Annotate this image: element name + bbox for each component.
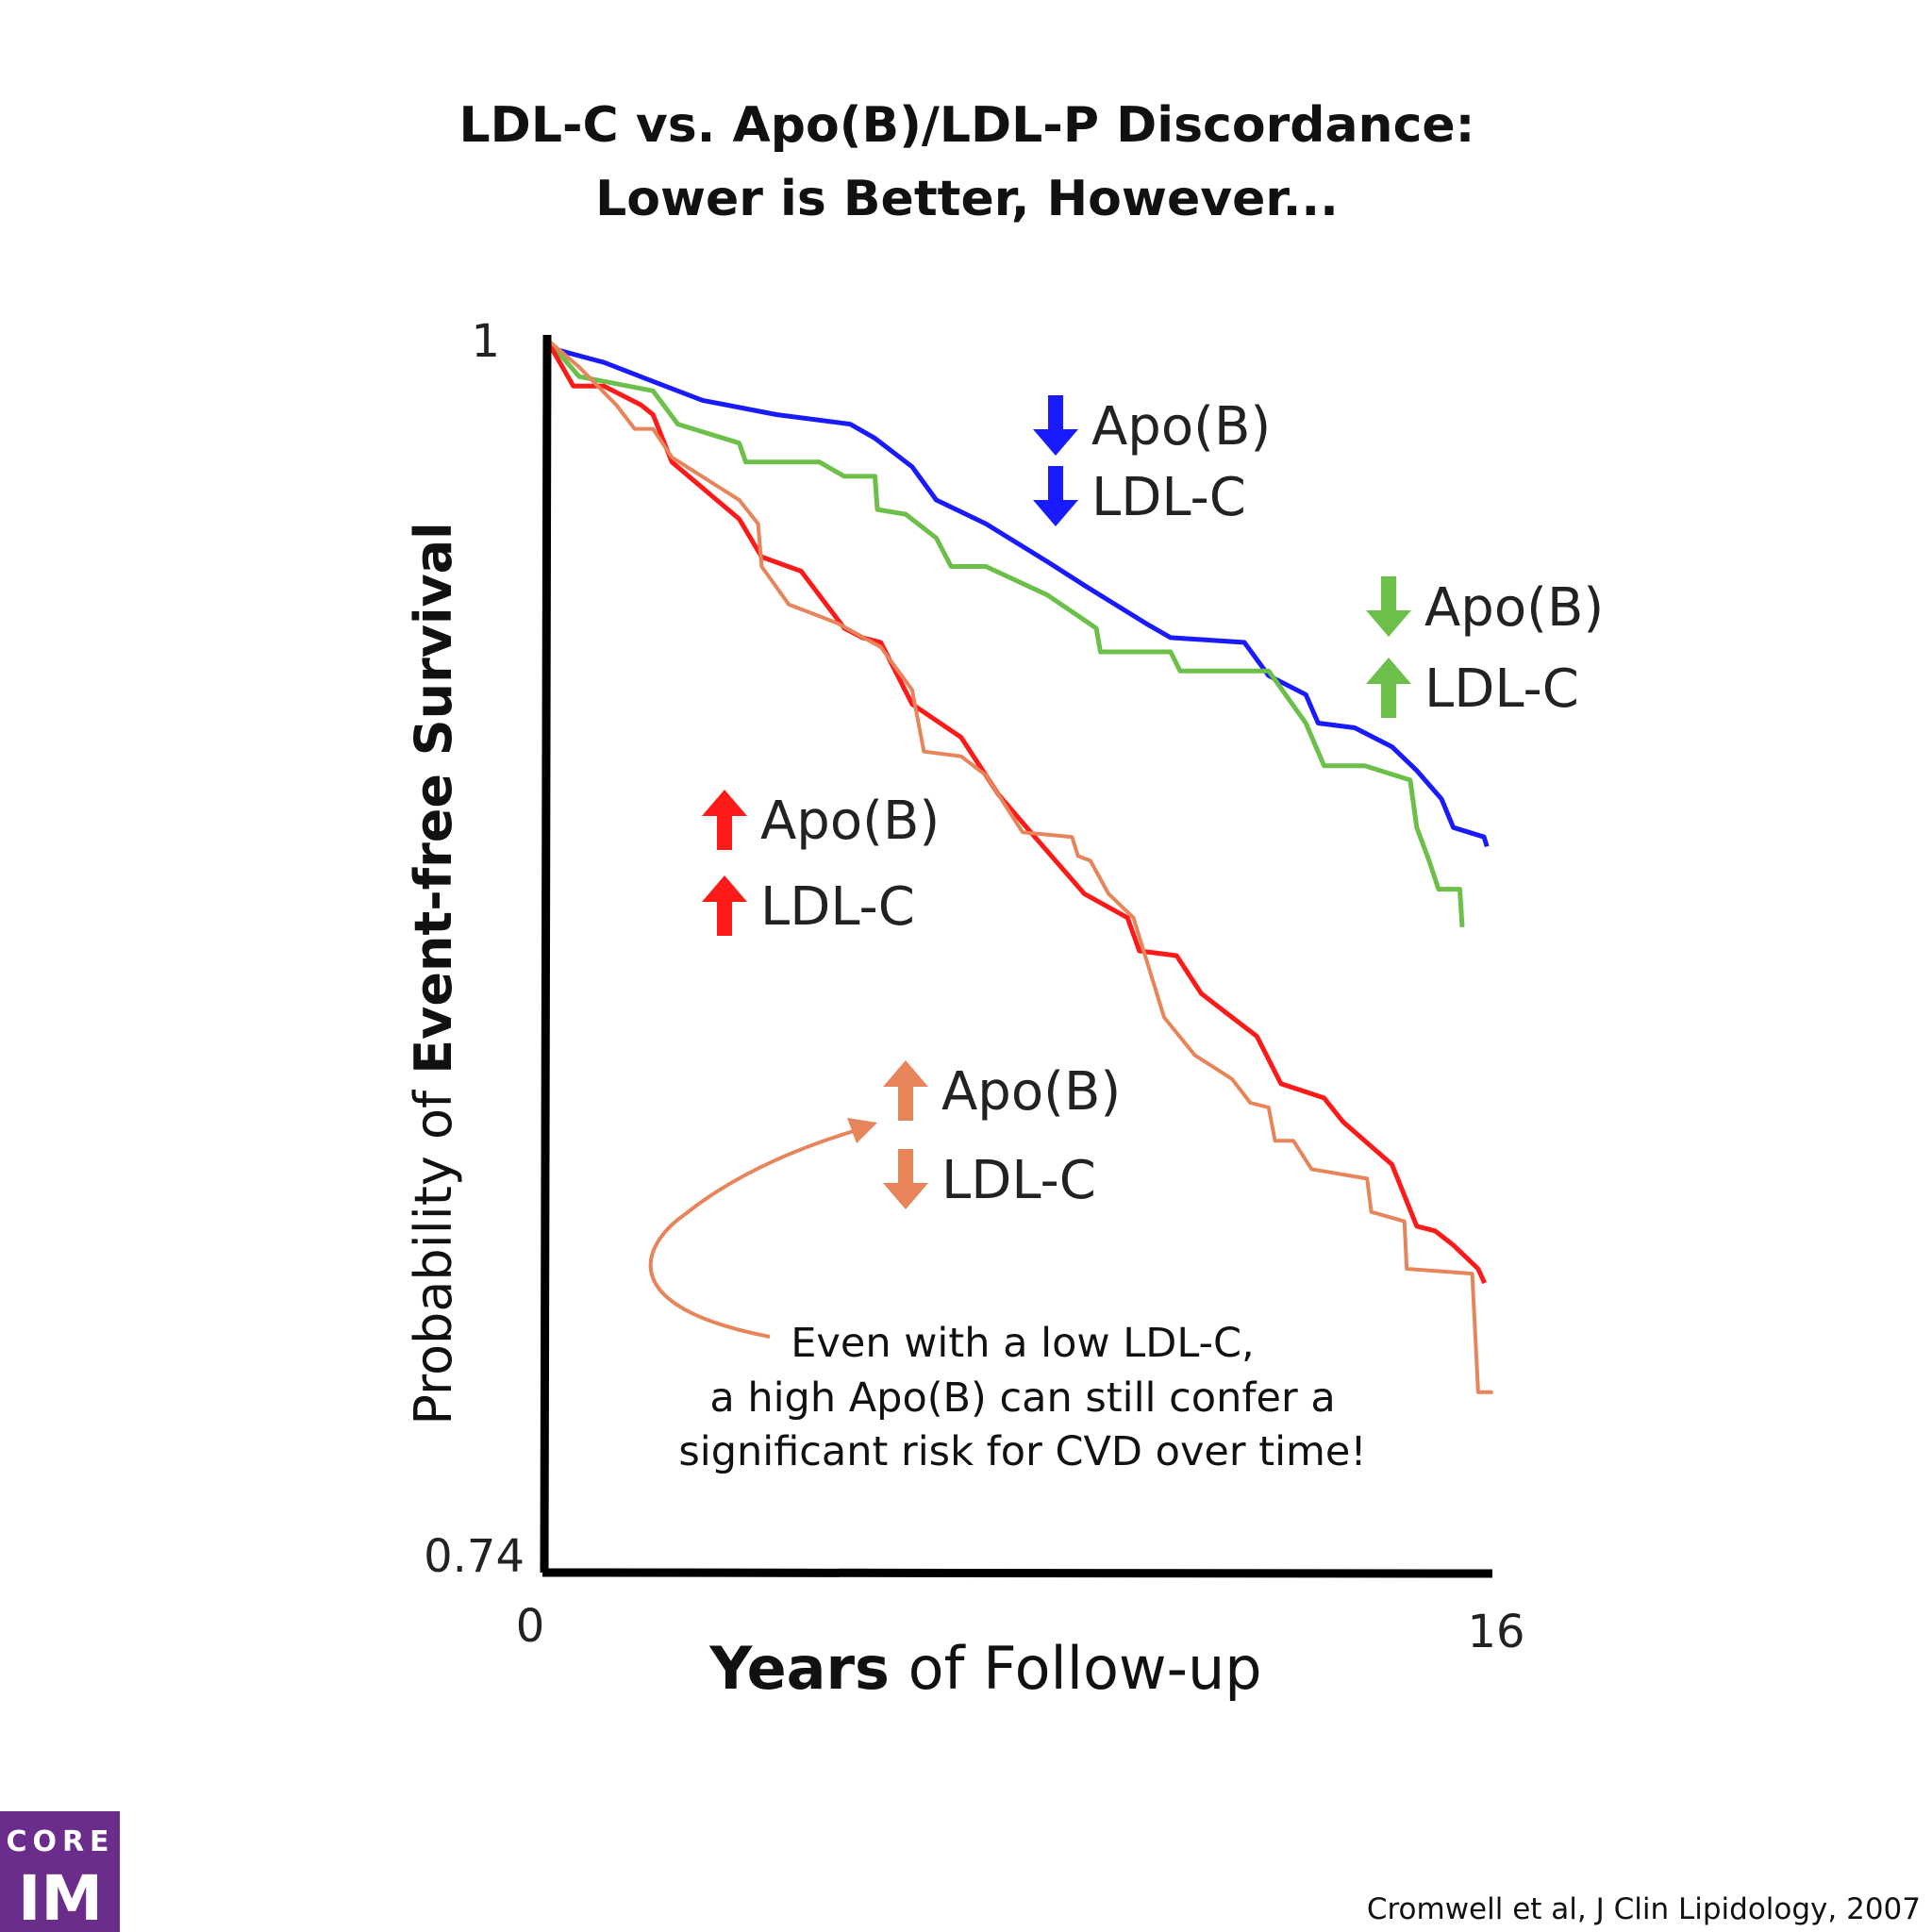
legend-label-3-1: Apo(B) — [760, 791, 940, 852]
chart-title-line1: LDL-C vs. Apo(B)/LDL-P Discordance: — [459, 97, 1475, 154]
legend-label-1-1: Apo(B) — [1091, 396, 1271, 458]
legend-label-4-1: Apo(B) — [941, 1061, 1121, 1123]
legend-arrow-down-icon — [1033, 395, 1078, 456]
core-im-logo: CORE IM — [0, 1811, 120, 1932]
annotation-arrowhead-icon — [847, 1118, 877, 1143]
x-axis-label: Years of Follow-up — [708, 1634, 1261, 1703]
chart-title-line2: Lower is Better, However... — [595, 171, 1339, 227]
legend-arrow-down-icon — [1033, 466, 1078, 526]
y-tick-bottom: 0.74 — [424, 1530, 525, 1583]
x-tick-left: 0 — [516, 1600, 545, 1653]
series-line-4 — [544, 337, 1493, 1394]
legend-label-2-2: LDL-C — [1424, 658, 1579, 720]
logo-background — [0, 1811, 120, 1932]
x-axis-label-regular: of Follow-up — [890, 1634, 1262, 1703]
legend-label-3-2: LDL-C — [760, 876, 915, 938]
annotation-line2: a high Apo(B) can still confer a — [709, 1374, 1335, 1422]
legend-arrow-up-icon — [702, 875, 747, 936]
legend-label-2-1: Apo(B) — [1424, 577, 1604, 639]
logo-text-im: IM — [18, 1862, 103, 1932]
y-tick-top: 1 — [471, 315, 500, 368]
x-tick-right: 16 — [1467, 1606, 1524, 1658]
annotation-line3: significant risk for CVD over time! — [678, 1428, 1366, 1475]
annotation-curved-arrow — [648, 1126, 864, 1339]
legend-arrow-up-icon — [702, 790, 747, 850]
series-line-3 — [543, 337, 1487, 1285]
y-axis — [540, 334, 552, 1574]
legend-arrow-up-icon — [1366, 658, 1411, 718]
x-axis — [541, 1568, 1493, 1578]
y-axis-label-bold: Event-free Survival — [404, 522, 463, 1074]
series-line-1 — [543, 337, 1490, 848]
legend-layer: Apo(B) LDL-C Apo(B) LDL-C Apo(B) LDL-C Apo(B) L… — [702, 395, 1604, 1211]
legend-label-4-2: LDL-C — [941, 1150, 1096, 1211]
annotation-line1: Even with a low LDL-C, — [791, 1320, 1254, 1367]
legend-label-1-2: LDL-C — [1091, 467, 1246, 528]
x-axis-label-bold: Years — [708, 1634, 890, 1703]
logo-text-core: CORE — [6, 1825, 114, 1858]
legend-arrow-down-icon — [883, 1149, 928, 1209]
citation: Cromwell et al, J Clin Lipidology, 2007 — [1367, 1892, 1921, 1926]
series-line-2 — [544, 337, 1465, 927]
y-axis-label: Probability of Event-free Survival — [404, 522, 463, 1424]
legend-arrow-down-icon — [1366, 576, 1411, 637]
series-layer — [543, 337, 1493, 1394]
legend-arrow-up-icon — [883, 1060, 928, 1121]
y-axis-label-regular: Probability of — [404, 1074, 463, 1425]
